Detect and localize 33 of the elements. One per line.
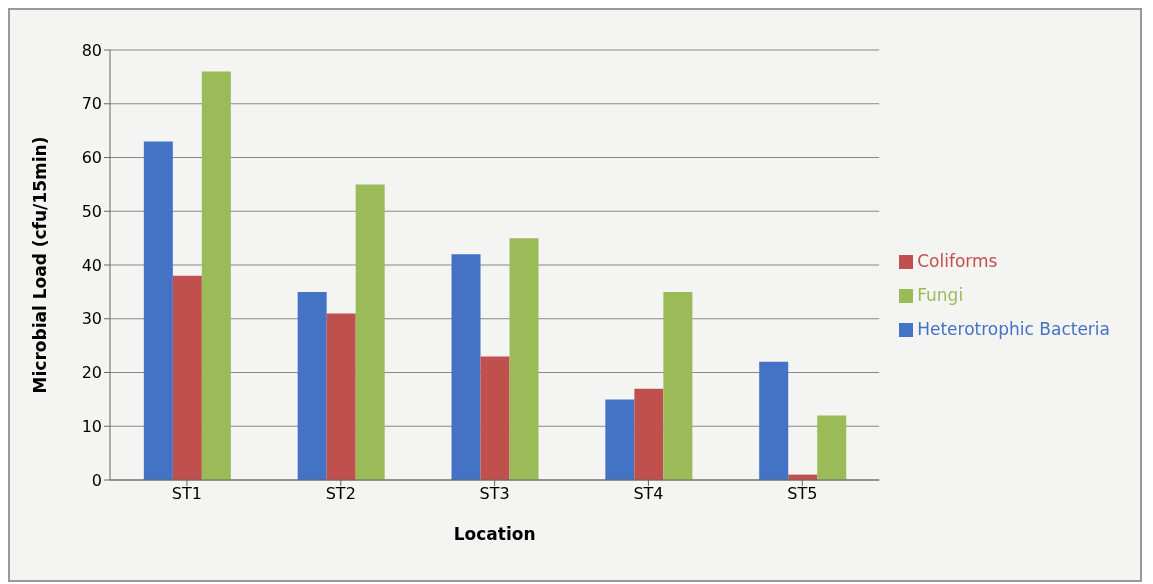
y-tick-label: 0 (91, 470, 102, 490)
bar (759, 361, 789, 480)
y-tick-label: 40 (81, 255, 102, 275)
legend-label: Heterotrophic Bacteria (917, 319, 1110, 339)
legend-label: Coliforms (917, 251, 998, 271)
bar (297, 291, 327, 480)
y-tick-label: 70 (81, 94, 102, 114)
x-axis-title: Location (453, 524, 536, 544)
y-tick-label: 60 (81, 148, 102, 168)
bar (480, 356, 510, 480)
bar (663, 291, 693, 480)
x-tick-label: ST5 (787, 484, 818, 504)
bar (817, 415, 847, 480)
bar (326, 313, 356, 480)
x-tick-label: ST2 (325, 484, 356, 504)
bar (605, 399, 635, 480)
y-tick-label: 30 (81, 309, 102, 329)
y-tick-label: 10 (81, 416, 102, 436)
bar (355, 184, 385, 480)
bar (451, 254, 481, 480)
x-tick-label: ST1 (171, 484, 202, 504)
bar (172, 275, 202, 480)
x-tick-label: ST3 (479, 484, 510, 504)
y-tick-label: 50 (81, 201, 102, 221)
legend-label: Fungi (917, 285, 964, 305)
bar (634, 388, 664, 480)
y-tick-label: 20 (81, 363, 102, 383)
x-tick-label: ST4 (633, 484, 664, 504)
bar (143, 141, 173, 480)
bar (509, 238, 539, 480)
y-tick-label: 80 (81, 40, 102, 60)
bar (201, 71, 231, 480)
y-axis-title: Microbial Load (cfu/15min) (30, 136, 51, 394)
